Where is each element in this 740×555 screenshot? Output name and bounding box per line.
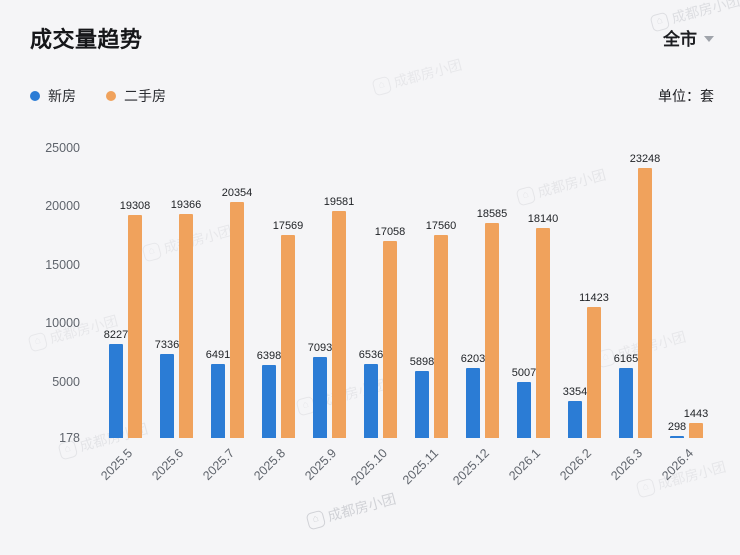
bar-value-label: 3354	[562, 385, 588, 398]
bar-new-house[interactable]	[313, 357, 327, 438]
bar-resale-house[interactable]	[689, 423, 703, 438]
bar-value-label: 17560	[425, 219, 457, 232]
x-axis-tick-label: 2026.3	[608, 446, 646, 483]
x-axis-tick-label: 2025.10	[348, 446, 391, 488]
bar-group: 5007 18140	[508, 148, 559, 438]
plot-area: 8227 19308 7336 19366 6491 20354 6398 17569 7093…	[100, 148, 712, 438]
x-axis-labels: 2025.5 2025.6 2025.7 2025.8 2025.9 2025.10 202…	[98, 444, 712, 514]
bar-value-label: 6536	[358, 348, 384, 361]
y-axis: 178 5000 10000 15000 20000 25000	[0, 141, 90, 445]
bar-value-label: 8227	[103, 328, 129, 341]
legend-label-new-house: 新房	[48, 88, 76, 104]
chart-header: 成交量趋势 全市	[30, 22, 714, 54]
bar-new-house[interactable]	[415, 371, 429, 438]
bar-new-house[interactable]	[262, 365, 276, 438]
bar-new-house[interactable]	[619, 368, 633, 438]
bar-resale-house[interactable]	[179, 213, 193, 438]
bar-value-label: 1443	[683, 408, 709, 421]
region-selector-label: 全市	[663, 30, 697, 49]
bar-resale-house[interactable]	[485, 222, 499, 438]
x-axis-tick-label: 2025.7	[200, 446, 238, 483]
bar-new-house[interactable]	[670, 436, 684, 438]
legend-dot-resale-house-icon	[106, 91, 116, 101]
y-axis-tick-label: 25000	[45, 141, 80, 155]
unit-label: 单位：套	[658, 88, 714, 104]
bar-resale-house[interactable]	[230, 202, 244, 438]
x-axis-tick-label: 2026.1	[506, 446, 544, 483]
chart-title: 成交量趋势	[30, 27, 143, 52]
bar-group: 6491 20354	[202, 148, 253, 438]
bar-resale-house[interactable]	[281, 234, 295, 438]
bar-value-label: 19581	[323, 196, 355, 209]
bar-value-label: 11423	[579, 291, 609, 304]
y-axis-tick-label: 5000	[52, 374, 80, 389]
legend-item-new-house[interactable]: 新房	[30, 86, 76, 106]
y-axis-tick-label: 20000	[45, 199, 80, 214]
bar-value-label: 23248	[629, 153, 661, 166]
y-axis-tick-label: 10000	[45, 316, 80, 331]
bar-value-label: 20354	[221, 187, 253, 200]
legend-label-resale-house: 二手房	[124, 88, 166, 104]
x-axis-tick-label: 2025.12	[450, 446, 493, 488]
x-axis-tick-label: 2026.4	[659, 446, 697, 483]
bar-group: 5898 17560	[406, 148, 457, 438]
bar-value-label: 5007	[511, 366, 537, 379]
bar-value-label: 5898	[409, 356, 435, 369]
bar-value-label: 298	[667, 421, 687, 433]
bar-new-house[interactable]	[160, 354, 174, 438]
bar-value-label: 7336	[154, 339, 180, 352]
bar-value-label: 7093	[307, 342, 333, 355]
bar-resale-house[interactable]	[587, 306, 601, 438]
bar-value-label: 17058	[374, 225, 406, 238]
region-selector[interactable]: 全市	[663, 25, 714, 50]
bar-value-label: 6491	[205, 349, 231, 362]
x-axis-tick-label: 2026.2	[557, 446, 595, 483]
bar-resale-house[interactable]	[638, 168, 652, 438]
bar-value-label: 6398	[256, 350, 282, 363]
bar-resale-house[interactable]	[128, 214, 142, 438]
x-axis-tick-label: 2025.9	[302, 446, 340, 483]
bar-group: 6165 23248	[610, 148, 661, 438]
y-axis-tick-label: 178	[59, 431, 80, 445]
bar-group: 7336 19366	[151, 148, 202, 438]
bar-new-house[interactable]	[568, 400, 582, 438]
bar-value-label: 18585	[476, 207, 508, 220]
bar-resale-house[interactable]	[383, 240, 397, 438]
bar-new-house[interactable]	[109, 343, 123, 438]
bar-group: 8227 19308	[100, 148, 151, 438]
bar-group: 3354 11423	[559, 148, 610, 438]
legend-dot-new-house-icon	[30, 91, 40, 101]
x-axis-tick-label: 2025.5	[98, 446, 136, 483]
y-axis-tick-label: 15000	[45, 257, 80, 272]
chevron-down-icon	[704, 36, 714, 42]
bar-resale-house[interactable]	[434, 234, 448, 438]
bar-value-label: 6203	[460, 352, 486, 365]
bar-group: 7093 19581	[304, 148, 355, 438]
bar-value-label: 19308	[119, 199, 151, 212]
bar-new-house[interactable]	[517, 381, 531, 438]
bar-new-house[interactable]	[211, 364, 225, 438]
bar-resale-house[interactable]	[332, 211, 346, 438]
x-axis-tick-label: 2025.8	[251, 446, 289, 483]
bar-group: 6203 18585	[457, 148, 508, 438]
bar-group: 6536 17058	[355, 148, 406, 438]
bar-group: 6398 17569	[253, 148, 304, 438]
bar-new-house[interactable]	[466, 367, 480, 438]
bar-new-house[interactable]	[364, 363, 378, 438]
bar-value-label: 17569	[272, 219, 304, 232]
bar-value-label: 19366	[170, 198, 202, 211]
bar-value-label: 6165	[613, 353, 639, 366]
bar-value-label: 18140	[527, 213, 559, 226]
x-axis-tick-label: 2025.11	[400, 446, 442, 488]
x-axis-tick-label: 2025.6	[149, 446, 187, 483]
legend: 新房 二手房	[30, 86, 166, 106]
legend-row: 新房 二手房 单位：套	[30, 86, 714, 106]
bar-resale-house[interactable]	[536, 228, 550, 438]
bar-group: 298 1443	[661, 148, 712, 438]
legend-item-resale-house[interactable]: 二手房	[106, 86, 166, 106]
